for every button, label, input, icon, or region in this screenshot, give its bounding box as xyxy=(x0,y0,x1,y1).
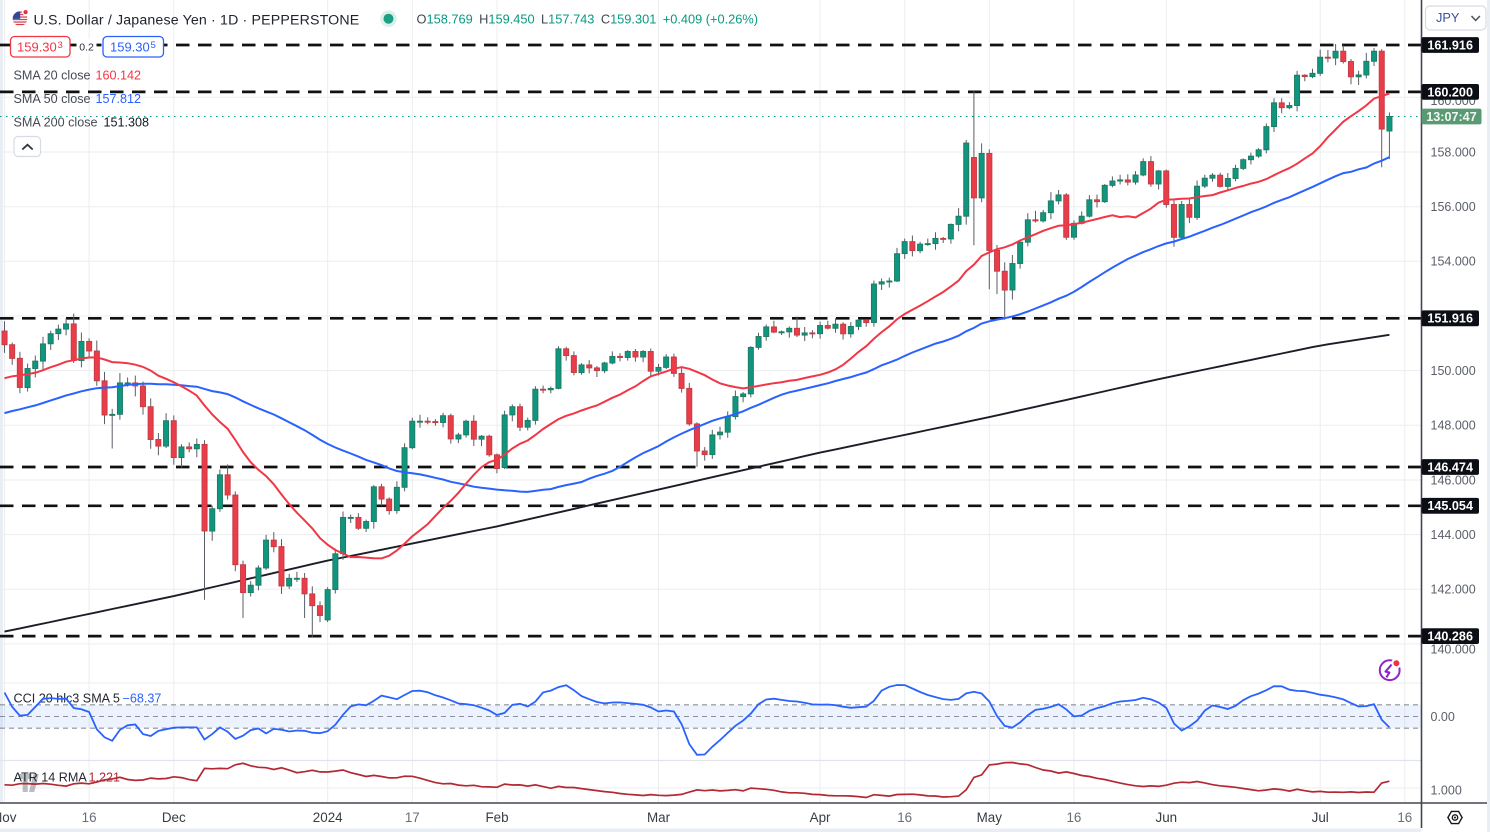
svg-text:Mar: Mar xyxy=(647,810,671,825)
svg-text:140.286: 140.286 xyxy=(1427,630,1473,644)
svg-text:159.30: 159.30 xyxy=(17,40,57,55)
svg-text:140.000: 140.000 xyxy=(1431,642,1476,656)
svg-text:2024: 2024 xyxy=(313,810,343,825)
svg-text:Apr: Apr xyxy=(810,810,831,825)
svg-text:1.000: 1.000 xyxy=(1431,783,1462,797)
svg-text:157.812: 157.812 xyxy=(96,92,142,106)
svg-text:158.000: 158.000 xyxy=(1431,145,1476,159)
svg-text:16: 16 xyxy=(897,810,912,825)
svg-text:JPY: JPY xyxy=(1436,10,1460,25)
svg-text:1.221: 1.221 xyxy=(89,771,121,785)
svg-text:144.000: 144.000 xyxy=(1431,528,1476,542)
svg-text:16: 16 xyxy=(82,810,97,825)
svg-text:146.000: 146.000 xyxy=(1431,473,1476,487)
svg-text:0.00: 0.00 xyxy=(1431,710,1455,724)
svg-text:16: 16 xyxy=(1397,810,1412,825)
svg-text:156.000: 156.000 xyxy=(1431,200,1476,214)
svg-text:3: 3 xyxy=(58,40,63,51)
svg-text:ATR 14 RMA: ATR 14 RMA xyxy=(14,771,88,785)
svg-text:148.000: 148.000 xyxy=(1431,419,1476,433)
svg-text:O158.769 H159.450 L157.743 C15: O158.769 H159.450 L157.743 C159.301 +0.4… xyxy=(417,12,759,27)
svg-text:160.200: 160.200 xyxy=(1427,85,1473,99)
svg-text:13:07:47: 13:07:47 xyxy=(1426,110,1476,124)
svg-text:SMA 200 close: SMA 200 close xyxy=(14,116,98,130)
svg-text:16: 16 xyxy=(1066,810,1081,825)
svg-text:−68.37: −68.37 xyxy=(123,692,162,706)
svg-text:Jun: Jun xyxy=(1156,810,1178,825)
svg-text:151.916: 151.916 xyxy=(1427,312,1473,326)
svg-text:17: 17 xyxy=(405,810,420,825)
svg-text:SMA 50 close: SMA 50 close xyxy=(14,92,91,106)
svg-text:146.474: 146.474 xyxy=(1427,460,1473,474)
svg-text:160.142: 160.142 xyxy=(96,69,142,83)
svg-text:142.000: 142.000 xyxy=(1431,583,1476,597)
svg-text:Nov: Nov xyxy=(0,810,17,825)
svg-text:154.000: 154.000 xyxy=(1431,255,1476,269)
svg-text:151.308: 151.308 xyxy=(104,116,150,130)
svg-text:Jul: Jul xyxy=(1312,810,1329,825)
svg-text:May: May xyxy=(977,810,1003,825)
svg-text:145.054: 145.054 xyxy=(1427,499,1473,513)
svg-text:161.916: 161.916 xyxy=(1427,38,1473,52)
svg-text:U.S. Dollar / Japanese Yen · 1: U.S. Dollar / Japanese Yen · 1D · PEPPER… xyxy=(34,12,360,28)
svg-text:150.000: 150.000 xyxy=(1431,364,1476,378)
svg-text:0.2: 0.2 xyxy=(79,42,94,54)
svg-text:Dec: Dec xyxy=(162,810,186,825)
svg-text:159.30: 159.30 xyxy=(110,40,150,55)
svg-text:SMA 20 close: SMA 20 close xyxy=(14,69,91,83)
svg-text:Feb: Feb xyxy=(485,810,508,825)
svg-text:5: 5 xyxy=(151,40,156,51)
